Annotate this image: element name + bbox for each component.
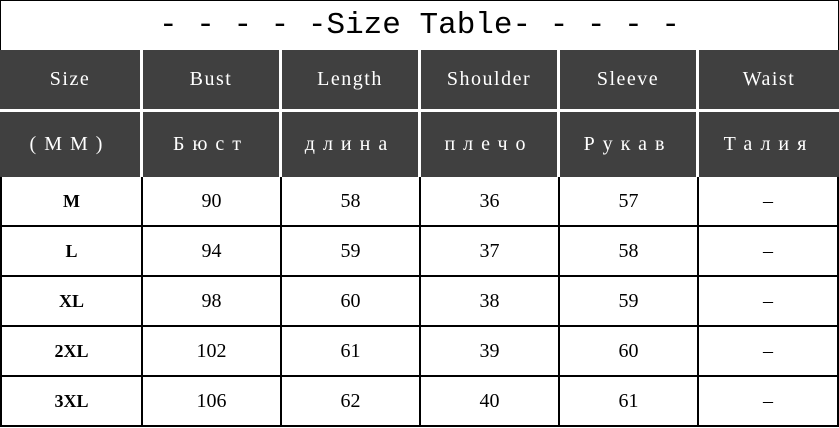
table-cell: 94 — [143, 227, 282, 277]
table-cell: 61 — [560, 377, 699, 427]
table-cell: 40 — [421, 377, 560, 427]
size-label-cell: L — [0, 227, 143, 277]
table-cell: 59 — [282, 227, 421, 277]
size-label-cell: 2XL — [0, 327, 143, 377]
table-cell: – — [699, 227, 839, 277]
table-cell: – — [699, 327, 839, 377]
column-header: Size — [0, 50, 143, 112]
table-cell: – — [699, 277, 839, 327]
size-label-cell: 3XL — [0, 377, 143, 427]
size-label-cell: XL — [0, 277, 143, 327]
table-cell: 60 — [560, 327, 699, 377]
column-header: Length — [282, 50, 421, 112]
table-cell: 57 — [560, 177, 699, 227]
table-cell: 62 — [282, 377, 421, 427]
table-cell: 59 — [560, 277, 699, 327]
column-header: Sleeve — [560, 50, 699, 112]
page-title: - - - - -Size Table- - - - - — [0, 0, 839, 50]
column-header-ru: Рукав — [560, 112, 699, 177]
size-label-cell: M — [0, 177, 143, 227]
table-cell: 39 — [421, 327, 560, 377]
table-cell: – — [699, 377, 839, 427]
table-cell: 58 — [282, 177, 421, 227]
table-cell: 98 — [143, 277, 282, 327]
column-header-ru: Бюст — [143, 112, 282, 177]
table-cell: 60 — [282, 277, 421, 327]
table-cell: 106 — [143, 377, 282, 427]
column-header-ru: длина — [282, 112, 421, 177]
table-cell: 36 — [421, 177, 560, 227]
table-cell: 61 — [282, 327, 421, 377]
size-table: Size Bust Length Shoulder Sleeve Waist (MM) Бюс… — [0, 50, 839, 427]
column-header: Waist — [699, 50, 839, 112]
table-cell: 90 — [143, 177, 282, 227]
column-header-ru: Талия — [699, 112, 839, 177]
column-header-ru: плечо — [421, 112, 560, 177]
table-cell: – — [699, 177, 839, 227]
table-cell: 58 — [560, 227, 699, 277]
table-cell: 38 — [421, 277, 560, 327]
column-header: Bust — [143, 50, 282, 112]
column-header: Shoulder — [421, 50, 560, 112]
table-cell: 102 — [143, 327, 282, 377]
column-header-ru: (MM) — [0, 112, 143, 177]
table-cell: 37 — [421, 227, 560, 277]
